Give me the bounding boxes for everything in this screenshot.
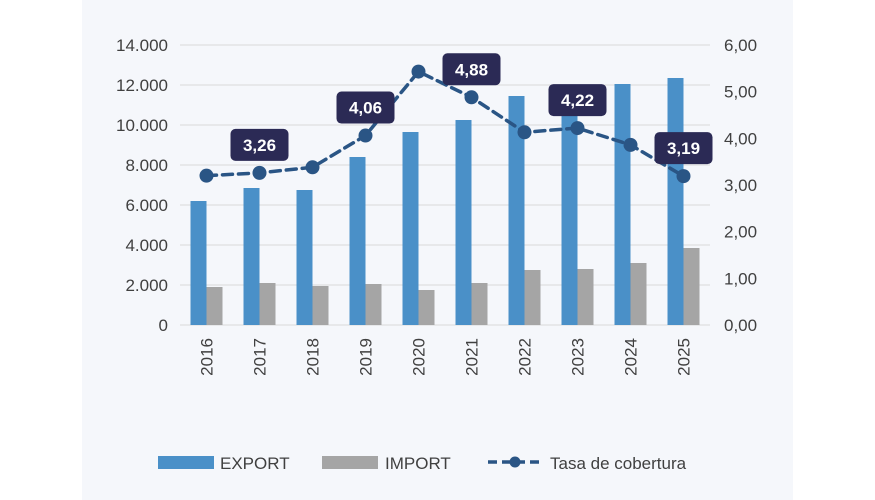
bar-export-2025	[667, 78, 684, 325]
coverage-point-2017	[252, 165, 267, 180]
coverage-point-2024	[623, 137, 638, 152]
right-axis-ticks: 0,00 1,00 2,00 3,00 4,00 5,00 6,00	[724, 36, 757, 335]
legend-import-swatch	[322, 456, 378, 469]
coverage-point-2025	[676, 169, 691, 184]
x-axis-tick: 2023	[569, 338, 588, 376]
bar-export-2019	[349, 157, 366, 325]
bar-import-2025	[683, 248, 700, 325]
right-axis-tick: 6,00	[724, 36, 757, 55]
x-axis-tick: 2021	[463, 338, 482, 376]
bar-export-2022	[508, 96, 525, 325]
bar-import-2023	[577, 269, 594, 325]
left-axis-tick: 8.000	[125, 156, 168, 175]
coverage-point-2018	[305, 160, 320, 175]
bar-export-2023	[561, 114, 578, 325]
x-axis-tick: 2020	[410, 338, 429, 376]
left-axis-tick: 0	[159, 316, 168, 335]
data-label-box	[230, 128, 289, 161]
legend-rate-marker	[509, 456, 521, 468]
bar-export-2020	[402, 132, 419, 325]
bar-export-2021	[455, 120, 472, 325]
x-axis-tick: 2025	[675, 338, 694, 376]
right-axis-tick: 5,00	[724, 83, 757, 102]
legend-export-label: EXPORT	[220, 454, 290, 473]
bars	[190, 78, 700, 325]
data-labels: 3,26 4,06 4,88 4,22 3,19	[230, 53, 713, 165]
x-axis-ticks: 2016 2017 2018 2019 2020 2021 2022 2023 2024 2025	[198, 338, 694, 376]
right-axis-tick: 4,00	[724, 129, 757, 148]
legend-export-swatch	[158, 456, 214, 469]
coverage-point-2023	[570, 121, 585, 136]
data-label-box	[336, 91, 395, 124]
x-axis-tick: 2024	[622, 338, 641, 376]
coverage-point-2020	[411, 64, 426, 79]
data-label: 4,22	[561, 91, 594, 110]
bar-import-2021	[471, 283, 488, 325]
bar-export-2016	[190, 201, 207, 325]
right-axis-tick: 1,00	[724, 269, 757, 288]
bar-import-2019	[365, 284, 382, 325]
coverage-point-2022	[517, 125, 532, 140]
left-axis-tick: 14.000	[116, 36, 168, 55]
bar-export-2018	[296, 190, 313, 325]
bar-import-2020	[418, 290, 435, 325]
left-axis-tick: 4.000	[125, 236, 168, 255]
legend: EXPORT IMPORT Tasa de cobertura	[158, 454, 687, 473]
bar-import-2024	[630, 263, 647, 325]
data-label-box	[442, 53, 501, 86]
left-axis-ticks: 0 2.000 4.000 6.000 8.000 10.000 12.000 14.000	[116, 36, 168, 335]
right-axis-tick: 2,00	[724, 223, 757, 242]
coverage-point-2021	[464, 90, 479, 105]
coverage-point-2019	[358, 128, 373, 143]
x-axis-tick: 2017	[251, 338, 270, 376]
data-label-box	[654, 132, 713, 165]
x-axis-tick: 2018	[304, 338, 323, 376]
data-label: 3,19	[667, 139, 700, 158]
legend-rate-label: Tasa de cobertura	[550, 454, 687, 473]
right-axis-tick: 0,00	[724, 316, 757, 335]
bar-import-2016	[206, 287, 223, 325]
right-axis-tick: 3,00	[724, 176, 757, 195]
data-label: 3,26	[243, 136, 276, 155]
bar-import-2017	[259, 283, 276, 325]
bar-export-2017	[243, 188, 260, 325]
bar-export-2024	[614, 84, 631, 325]
coverage-point-2016	[199, 168, 214, 183]
legend-import-label: IMPORT	[385, 454, 451, 473]
x-axis-tick: 2022	[516, 338, 535, 376]
left-axis-tick: 2.000	[125, 276, 168, 295]
data-label: 4,06	[349, 99, 382, 118]
left-axis-tick: 12.000	[116, 76, 168, 95]
left-axis-tick: 10.000	[116, 116, 168, 135]
x-axis-tick: 2016	[198, 338, 217, 376]
bar-import-2022	[524, 270, 541, 325]
x-axis-tick: 2019	[357, 338, 376, 376]
left-axis-tick: 6.000	[125, 196, 168, 215]
data-label: 4,88	[455, 60, 488, 79]
data-label-box	[548, 84, 607, 117]
bar-import-2018	[312, 286, 329, 325]
